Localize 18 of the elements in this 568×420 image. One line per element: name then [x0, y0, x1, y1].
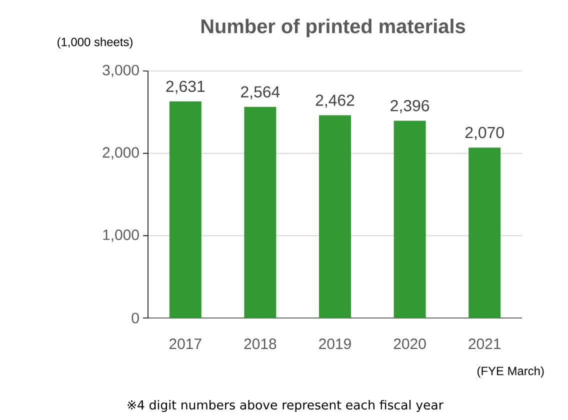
text: ※4 digit numbers above represent each fiscal year: [128, 400, 444, 412]
y-tick-label: 1,000: [103, 229, 139, 242]
x-tick-label: 2018: [244, 338, 276, 350]
x-axis-title: (FYE March): [477, 366, 544, 378]
data-label: 2,070: [465, 126, 504, 140]
chart-title: Number of printed materials: [201, 18, 466, 38]
y-axis-title: (1,000 sheets): [58, 37, 132, 49]
x-tick-label: 2020: [394, 338, 426, 350]
x-tick-label: 2019: [319, 338, 351, 350]
data-label: 2,564: [241, 86, 280, 100]
x-tick-label: 2021: [468, 338, 500, 350]
y-tick-label: 3,000: [102, 64, 139, 78]
x-tick-label: 2017: [170, 338, 202, 350]
data-label: 2,631: [166, 80, 205, 94]
y-tick-label: 2,000: [102, 147, 139, 160]
data-label: 2,396: [390, 100, 430, 114]
data-label: 2,462: [316, 94, 354, 108]
y-tick-label: 0: [132, 312, 139, 324]
